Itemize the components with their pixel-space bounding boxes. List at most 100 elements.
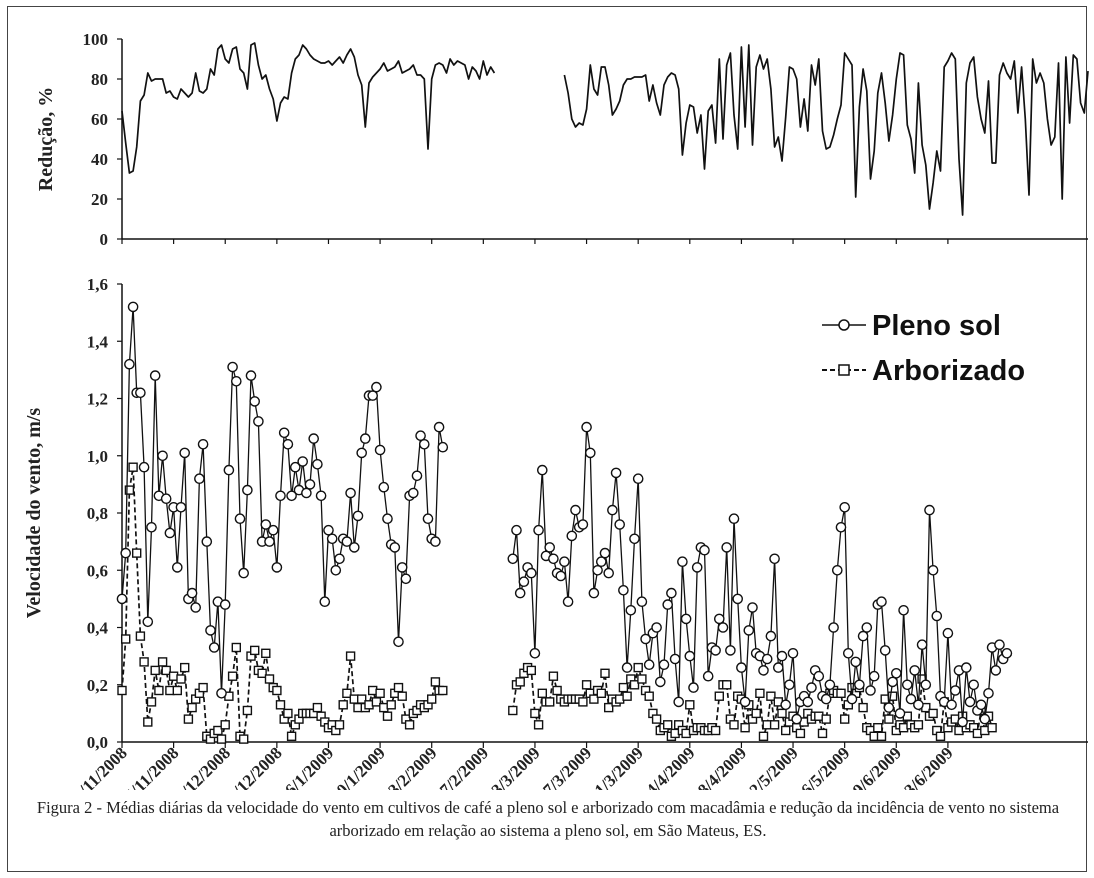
point-pleno-sol <box>588 587 600 599</box>
point-arborizado <box>596 688 606 698</box>
y-axis-title: Velocidade do vento, m/s <box>23 408 45 619</box>
point-pleno-sol <box>396 562 408 573</box>
point-pleno-sol <box>610 467 622 479</box>
x-tick-label: 23/6/2009 <box>895 743 957 790</box>
point-pleno-sol <box>913 699 924 711</box>
point-arborizado <box>714 691 724 701</box>
point-pleno-sol <box>802 696 814 708</box>
point-pleno-sol <box>415 430 426 442</box>
point-arborizado <box>404 720 415 730</box>
point-pleno-sol <box>710 645 721 656</box>
point-arborizado <box>578 697 588 707</box>
x-tick-label: 26/5/2009 <box>791 743 853 790</box>
y-tick-label: 1,0 <box>87 447 108 466</box>
point-arborizado <box>663 720 673 730</box>
point-arborizado <box>515 677 525 687</box>
point-pleno-sol <box>592 565 603 576</box>
x-tick-label: 3/2/2009 <box>384 743 440 790</box>
point-pleno-sol <box>275 490 286 502</box>
point-pleno-sol <box>905 693 917 705</box>
point-arborizado <box>581 680 592 690</box>
point-pleno-sol <box>883 702 895 713</box>
point-arborizado <box>128 462 138 472</box>
y-tick-label: 0,4 <box>87 619 109 638</box>
point-pleno-sol <box>127 301 139 313</box>
point-pleno-sol <box>301 487 312 499</box>
point-arborizado <box>179 662 190 673</box>
point-pleno-sol <box>607 504 618 516</box>
point-arborizado <box>438 685 448 696</box>
point-pleno-sol <box>702 670 714 682</box>
point-pleno-sol <box>835 522 847 533</box>
point-arborizado <box>526 665 536 676</box>
point-arborizado <box>261 648 271 658</box>
point-pleno-sol <box>946 699 957 711</box>
series-line-reducao <box>563 44 1089 216</box>
point-pleno-sol <box>407 487 419 499</box>
point-arborizado <box>729 720 739 730</box>
point-pleno-sol <box>304 479 316 490</box>
point-arborizado <box>821 714 831 724</box>
point-pleno-sol <box>559 556 570 568</box>
point-pleno-sol <box>514 587 526 599</box>
point-pleno-sol <box>876 596 887 608</box>
point-pleno-sol <box>968 679 980 691</box>
point-pleno-sol <box>526 567 537 579</box>
point-pleno-sol <box>205 625 216 636</box>
point-arborizado <box>740 723 750 733</box>
point-arborizado <box>345 651 356 661</box>
x-tick-label: 9/6/2009 <box>849 743 905 790</box>
point-pleno-sol <box>691 562 703 573</box>
point-pleno-sol <box>511 524 522 536</box>
y-tick-label: 80 <box>91 70 108 89</box>
point-arborizado <box>124 485 135 495</box>
x-tick-label: 25/11/2008 <box>115 743 183 790</box>
point-arborizado <box>781 725 791 736</box>
point-pleno-sol <box>312 458 323 470</box>
point-pleno-sol <box>400 573 412 585</box>
point-pleno-sol <box>253 416 264 427</box>
point-pleno-sol <box>599 547 611 559</box>
point-pleno-sol <box>909 665 921 676</box>
point-pleno-sol <box>879 645 891 656</box>
point-arborizado <box>342 688 352 698</box>
point-arborizado <box>629 680 640 690</box>
point-pleno-sol <box>529 648 541 659</box>
point-arborizado <box>334 720 345 730</box>
point-arborizado <box>183 714 194 724</box>
point-pleno-sol <box>437 441 449 453</box>
x-tick-label: 17/3/2009 <box>533 743 595 790</box>
point-pleno-sol <box>411 470 423 482</box>
point-arborizado <box>393 682 404 693</box>
y-tick-label: 1,6 <box>87 275 108 294</box>
point-pleno-sol <box>857 630 869 642</box>
point-arborizado <box>873 723 883 733</box>
point-pleno-sol <box>175 501 187 513</box>
point-pleno-sol <box>242 484 253 496</box>
point-arborizado <box>548 671 559 681</box>
series-line-reducao <box>121 42 496 174</box>
point-arborizado <box>220 720 230 730</box>
point-pleno-sol <box>854 679 865 691</box>
point-pleno-sol <box>994 639 1005 651</box>
point-arborizado <box>386 700 396 710</box>
x-tick-label: 20/1/2009 <box>327 743 389 790</box>
point-pleno-sol <box>769 553 780 565</box>
point-pleno-sol <box>806 682 817 693</box>
point-arborizado <box>375 688 385 698</box>
point-pleno-sol <box>585 447 596 459</box>
point-arborizado <box>685 700 695 710</box>
point-arborizado <box>710 725 721 736</box>
point-pleno-sol <box>282 438 294 450</box>
point-arborizado <box>272 685 282 696</box>
point-pleno-sol <box>323 524 334 536</box>
point-arborizado <box>858 702 868 713</box>
point-arborizado <box>766 691 776 701</box>
point-pleno-sol <box>359 433 371 444</box>
point-arborizado <box>987 723 997 733</box>
point-pleno-sol <box>201 536 213 547</box>
point-pleno-sol <box>374 444 386 456</box>
point-arborizado <box>884 714 894 724</box>
point-pleno-sol <box>319 596 331 608</box>
point-pleno-sol <box>230 375 242 387</box>
